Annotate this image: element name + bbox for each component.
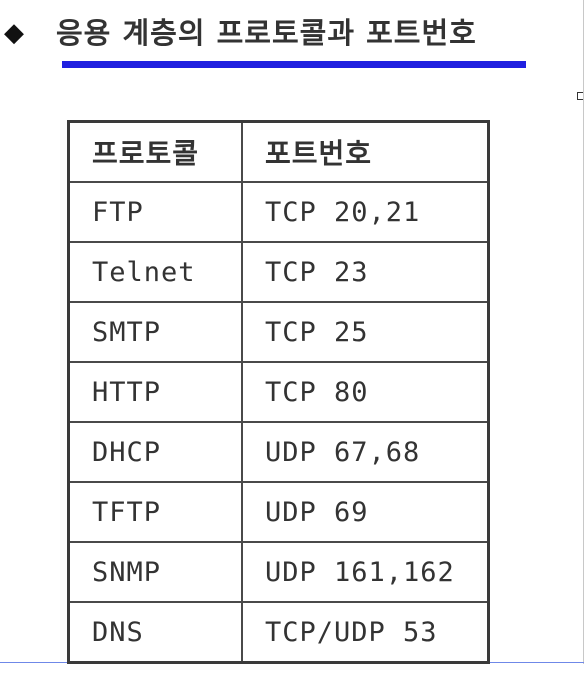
table-row: Telnet TCP 23 bbox=[67, 241, 490, 303]
table-row: TFTP UDP 69 bbox=[67, 481, 490, 543]
table-row: FTP TCP 20,21 bbox=[67, 181, 490, 243]
selection-handle[interactable] bbox=[577, 92, 584, 100]
header-protocol: 프로토콜 bbox=[67, 120, 243, 183]
table-header-row: 프로토콜 포트번호 bbox=[67, 120, 490, 183]
protocol-cell: SNMP bbox=[67, 541, 243, 603]
diamond-bullet-icon: ◆ bbox=[4, 18, 24, 48]
table-row: DHCP UDP 67,68 bbox=[67, 421, 490, 483]
protocol-cell: DHCP bbox=[67, 421, 243, 483]
port-cell: TCP/UDP 53 bbox=[241, 601, 490, 664]
port-cell: TCP 25 bbox=[241, 301, 490, 363]
protocol-cell: FTP bbox=[67, 181, 243, 243]
port-cell: TCP 80 bbox=[241, 361, 490, 423]
heading-title: 응용 계층의 프로토콜과 포트번호 bbox=[56, 16, 477, 50]
protocol-cell: Telnet bbox=[67, 241, 243, 303]
protocol-port-table: 프로토콜 포트번호 FTP TCP 20,21 Telnet TCP 23 SM… bbox=[67, 120, 490, 664]
protocol-cell: TFTP bbox=[67, 481, 243, 543]
protocol-cell: HTTP bbox=[67, 361, 243, 423]
port-cell: TCP 23 bbox=[241, 241, 490, 303]
port-cell: TCP 20,21 bbox=[241, 181, 490, 243]
protocol-cell: DNS bbox=[67, 601, 243, 664]
table-row: DNS TCP/UDP 53 bbox=[67, 601, 490, 664]
port-cell: UDP 161,162 bbox=[241, 541, 490, 603]
table-row: HTTP TCP 80 bbox=[67, 361, 490, 423]
table-row: SNMP UDP 161,162 bbox=[67, 541, 490, 603]
table-row: SMTP TCP 25 bbox=[67, 301, 490, 363]
protocol-cell: SMTP bbox=[67, 301, 243, 363]
header-port-number: 포트번호 bbox=[241, 120, 490, 183]
port-cell: UDP 67,68 bbox=[241, 421, 490, 483]
section-heading: ◆ 응용 계층의 프로토콜과 포트번호 bbox=[4, 14, 544, 58]
port-cell: UDP 69 bbox=[241, 481, 490, 543]
heading-underline bbox=[62, 61, 526, 68]
